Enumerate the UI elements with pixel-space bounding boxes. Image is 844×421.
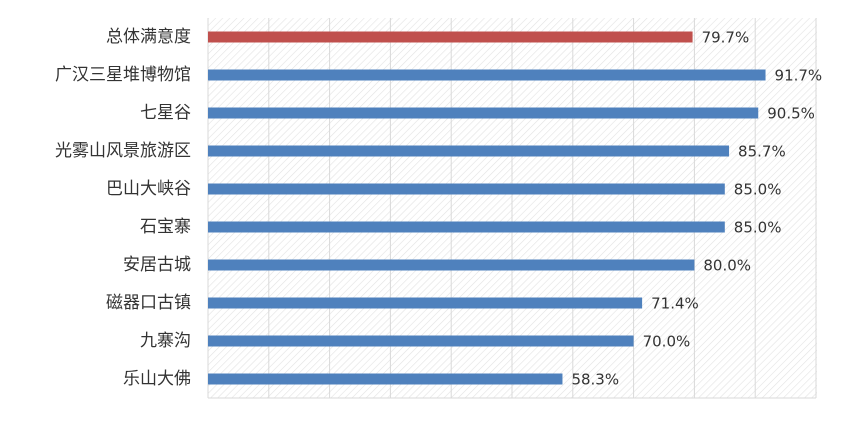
value-label: 90.5% [767,105,815,123]
value-label: 85.0% [734,181,782,199]
bar [208,31,693,43]
category-label: 光雾山风景旅游区 [55,141,191,161]
value-label: 80.0% [703,257,751,275]
category-label: 广汉三星堆博物馆 [55,65,191,85]
value-label: 91.7% [775,67,823,85]
category-label: 九寨沟 [140,331,191,351]
bar [208,335,634,347]
bar [208,107,759,119]
bar [208,221,725,233]
category-label: 乐山大佛 [123,369,191,389]
category-label: 磁器口古镇 [106,293,191,313]
value-label: 79.7% [702,29,750,47]
bar [208,69,766,81]
value-label: 85.0% [734,219,782,237]
category-label: 石宝寨 [140,217,191,237]
category-label: 总体满意度 [106,27,191,47]
bar [208,297,643,309]
category-label: 巴山大峡谷 [106,179,191,199]
value-label: 71.4% [651,295,699,313]
bar [208,145,730,157]
value-label: 85.7% [738,143,786,161]
category-label: 安居古城 [123,255,191,275]
value-label: 58.3% [571,371,619,389]
bar [208,183,725,195]
bar [208,373,563,385]
bar [208,259,695,271]
value-label: 70.0% [643,333,691,351]
category-label: 七星谷 [140,103,191,123]
